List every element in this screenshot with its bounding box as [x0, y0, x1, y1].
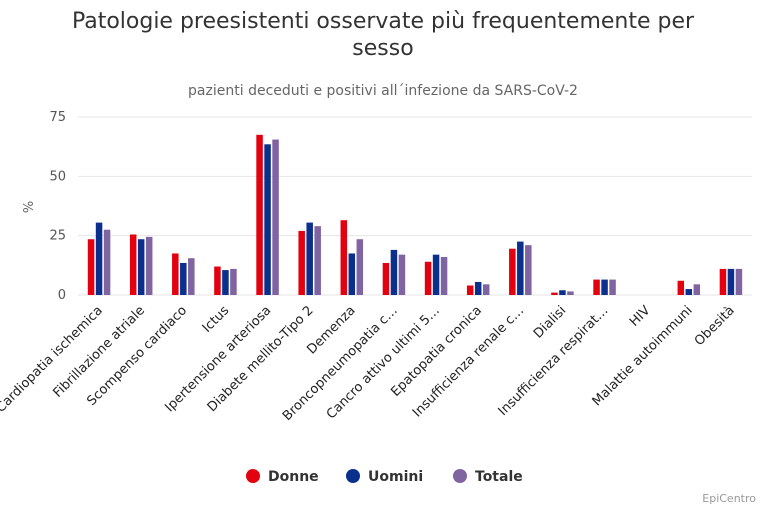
bar-donne-5[interactable] [298, 230, 305, 295]
bar-donne-15[interactable] [719, 268, 727, 295]
bar-donne-8[interactable] [424, 261, 432, 295]
bar-donne-14[interactable] [677, 280, 685, 295]
bar-donne-1[interactable] [129, 234, 137, 295]
bar-totale-14[interactable] [693, 284, 701, 295]
bar-uomini-14[interactable] [685, 289, 693, 295]
x-tick-label: HIV [627, 303, 654, 330]
bar-uomini-4[interactable] [264, 144, 271, 295]
legend-label-totale[interactable]: Totale [475, 469, 523, 485]
y-tick-label: 25 [49, 229, 66, 244]
bar-totale-2[interactable] [188, 258, 195, 295]
bar-uomini-0[interactable] [95, 222, 103, 295]
bar-totale-7[interactable] [398, 254, 406, 295]
y-tick-label: 75 [49, 110, 66, 125]
chart-subtitle: pazienti deceduti e positivi all´infezio… [188, 83, 578, 99]
bar-donne-7[interactable] [382, 262, 390, 295]
y-axis-label: % [22, 201, 37, 213]
bar-uomini-6[interactable] [348, 253, 356, 295]
bar-totale-1[interactable] [145, 236, 153, 295]
grid [78, 116, 752, 296]
chart-title: Patologie preesistenti osservate più fre… [72, 9, 695, 61]
y-axis-ticks: 0 25 50 75 [49, 110, 66, 303]
bar-totale-9[interactable] [482, 284, 490, 295]
bar-donne-2[interactable] [172, 253, 179, 295]
legend[interactable]: Donne Uomini Totale [246, 469, 523, 485]
bar-uomini-10[interactable] [517, 241, 524, 295]
bar-uomini-9[interactable] [474, 281, 482, 295]
bar-uomini-15[interactable] [727, 268, 735, 295]
bar-donne-3[interactable] [214, 266, 221, 295]
bar-totale-4[interactable] [272, 139, 279, 295]
y-tick-label: 0 [58, 288, 66, 303]
bar-donne-11[interactable] [551, 292, 558, 295]
legend-marker-totale[interactable] [453, 469, 467, 483]
bar-donne-0[interactable] [87, 239, 95, 295]
bar-uomini-8[interactable] [432, 254, 440, 295]
x-tick-label: Obesità [692, 303, 738, 349]
bar-uomini-7[interactable] [390, 249, 398, 295]
bar-donne-9[interactable] [466, 285, 474, 295]
bar-totale-8[interactable] [440, 257, 448, 295]
bar-uomini-1[interactable] [137, 239, 145, 295]
x-tick-label: Ictus [200, 303, 233, 336]
bar-uomini-3[interactable] [222, 270, 229, 295]
bar-totale-0[interactable] [103, 229, 111, 295]
legend-label-uomini[interactable]: Uomini [368, 469, 423, 485]
bar-totale-3[interactable] [230, 268, 237, 295]
bar-uomini-5[interactable] [306, 222, 313, 295]
credit[interactable]: EpiCentro [702, 492, 756, 505]
bar-totale-15[interactable] [735, 268, 743, 295]
bar-totale-5[interactable] [314, 226, 321, 295]
y-tick-label: 50 [49, 169, 66, 184]
bar-uomini-11[interactable] [559, 290, 566, 295]
bar-totale-12[interactable] [609, 279, 616, 295]
legend-label-donne[interactable]: Donne [268, 469, 319, 485]
bar-donne-4[interactable] [256, 134, 263, 295]
legend-marker-donne[interactable] [246, 469, 260, 483]
bar-totale-10[interactable] [525, 245, 532, 295]
bars [87, 134, 743, 295]
x-tick-label: Dialisi [531, 303, 569, 341]
legend-marker-uomini[interactable] [346, 469, 360, 483]
bar-totale-6[interactable] [356, 239, 364, 295]
bar-uomini-12[interactable] [601, 279, 608, 295]
bar-uomini-2[interactable] [180, 262, 187, 295]
bar-totale-11[interactable] [567, 291, 574, 295]
bar-donne-12[interactable] [593, 279, 600, 295]
bar-donne-6[interactable] [340, 220, 348, 295]
bar-donne-10[interactable] [509, 248, 516, 295]
